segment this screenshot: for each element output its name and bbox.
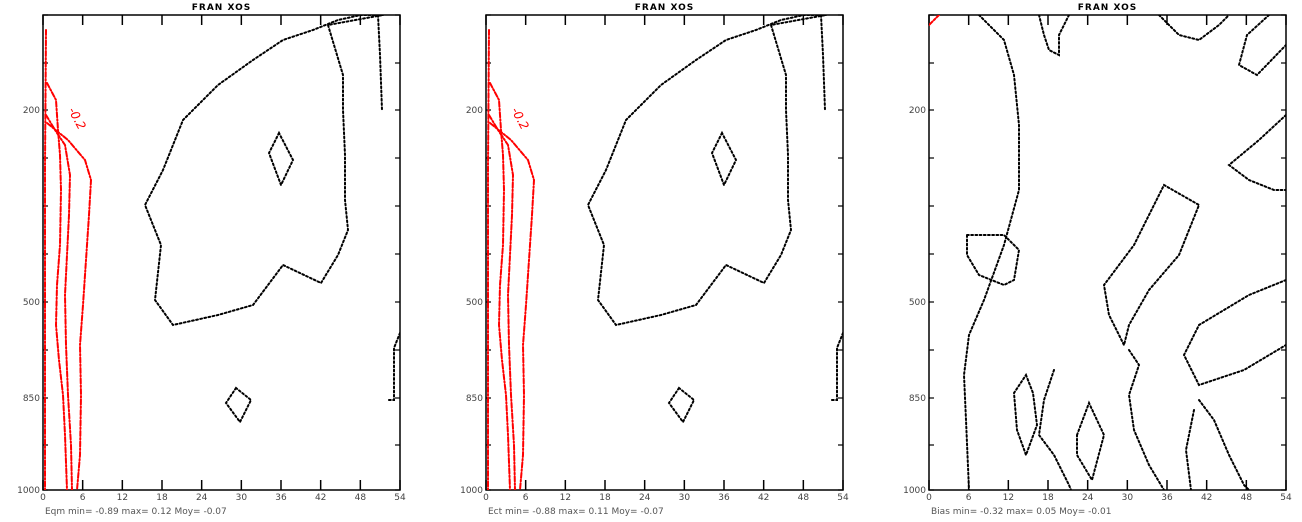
panel-title: FRAN XOS (635, 3, 694, 13)
zero-contour-2 (269, 133, 293, 185)
x-tick-label: 48 (1241, 493, 1253, 503)
zero-contour-2 (1039, 15, 1069, 55)
x-tick-label: 42 (1201, 493, 1212, 503)
x-tick-label: 30 (236, 493, 248, 503)
zero-contour-1 (145, 15, 383, 325)
panel-2: FRAN XOS 0 6 12 18 24 30 36 42 48 54 200 500 850 1000 -… (460, 3, 849, 517)
plot-frame (929, 15, 1286, 490)
y-tick-label: 850 (909, 394, 926, 404)
y-tick-label: 850 (23, 394, 40, 404)
stats-text: Ect min= -0.88 max= 0.11 Moy= -0.07 (488, 507, 664, 517)
panel-3: FRAN XOS 0 6 12 18 24 30 36 42 48 54 200 500 850 1000 B… (903, 3, 1292, 517)
zero-contour-10 (1129, 350, 1164, 490)
negative-contour-7 (489, 115, 515, 490)
x-tick-label: 42 (758, 493, 769, 503)
negative-contour-8 (490, 123, 534, 490)
x-tick-label: 54 (837, 493, 849, 503)
contour-lines (929, 15, 1286, 490)
zero-contour-4 (1159, 15, 1229, 40)
y-tick-label: 200 (909, 106, 926, 116)
plot-frame (43, 15, 400, 490)
x-tick-label: 24 (639, 493, 651, 503)
zero-contour-4 (378, 15, 382, 110)
x-tick-label: 0 (483, 493, 489, 503)
zero-contour-3 (669, 388, 694, 422)
x-tick-label: 24 (196, 493, 208, 503)
zero-contour-15 (1186, 410, 1194, 490)
stats-text: Bias min= -0.32 max= 0.05 Moy= -0.01 (931, 507, 1111, 517)
x-tick-label: 54 (394, 493, 406, 503)
zero-contour-11 (1039, 370, 1071, 490)
panel-title: FRAN XOS (1078, 3, 1137, 13)
negative-contour-7 (46, 115, 72, 490)
negative-contour-9 (488, 30, 489, 490)
x-tick-label: 6 (80, 493, 86, 503)
y-tick-label: 1000 (17, 486, 40, 496)
negative-contour-8 (47, 123, 91, 490)
x-tick-label: 12 (1003, 493, 1014, 503)
plot-frame (486, 15, 843, 490)
zero-contour-6 (1229, 115, 1286, 190)
y-tick-label: 200 (466, 106, 483, 116)
contour-lines (45, 15, 400, 490)
x-tick-label: 30 (1122, 493, 1134, 503)
zero-contour-5 (831, 333, 843, 400)
x-tick-label: 30 (679, 493, 691, 503)
zero-contour-3 (964, 15, 1019, 490)
x-tick-label: 18 (599, 493, 611, 503)
zero-contour-3 (226, 388, 251, 422)
x-tick-label: 18 (156, 493, 168, 503)
y-tick-label: 500 (466, 298, 483, 308)
zero-contour-7 (1104, 185, 1199, 345)
zero-contour-5 (388, 333, 400, 400)
zero-contour-9 (1184, 280, 1286, 385)
panel-1: FRAN XOS 0 6 12 18 24 30 36 42 48 54 200 500 850 1000 -… (17, 3, 406, 517)
negative-contour-1 (929, 15, 939, 25)
y-tick-label: 1000 (460, 486, 483, 496)
panel-title: FRAN XOS (192, 3, 251, 13)
zero-contour-13 (1014, 375, 1037, 455)
x-tick-label: 54 (1280, 493, 1292, 503)
x-tick-label: 36 (1161, 493, 1173, 503)
y-tick-label: 1000 (903, 486, 926, 496)
y-tick-label: 500 (23, 298, 40, 308)
contour-label: -0.2 (508, 105, 531, 132)
contour-lines (488, 15, 843, 490)
x-tick-label: 42 (315, 493, 326, 503)
y-tick-label: 500 (909, 298, 926, 308)
x-tick-label: 24 (1082, 493, 1094, 503)
zero-contour-14 (1199, 400, 1249, 490)
zero-contour-2 (712, 133, 736, 185)
x-tick-label: 36 (275, 493, 287, 503)
x-tick-label: 0 (926, 493, 932, 503)
x-tick-label: 0 (40, 493, 46, 503)
x-tick-label: 18 (1042, 493, 1054, 503)
x-tick-label: 6 (523, 493, 529, 503)
stats-text: Eqm min= -0.89 max= 0.12 Moy= -0.07 (45, 507, 227, 517)
x-tick-label: 48 (355, 493, 367, 503)
y-tick-label: 200 (23, 106, 40, 116)
negative-contour-9 (45, 30, 46, 490)
x-tick-label: 48 (798, 493, 810, 503)
x-tick-label: 12 (117, 493, 128, 503)
contour-label: -0.2 (65, 105, 88, 132)
y-tick-label: 850 (466, 394, 483, 404)
zero-contour-4 (821, 15, 825, 110)
x-tick-label: 6 (966, 493, 972, 503)
x-tick-label: 12 (560, 493, 571, 503)
zero-contour-1 (588, 15, 826, 325)
zero-contour-12 (1077, 403, 1104, 480)
x-tick-label: 36 (718, 493, 730, 503)
